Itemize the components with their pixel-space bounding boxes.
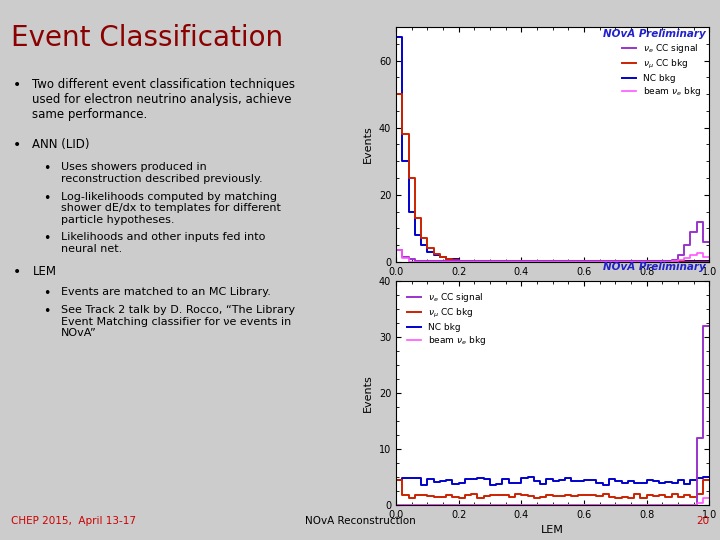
Text: See Track 2 talk by D. Rocco, “The Library
Event Matching classifier for νe even: See Track 2 talk by D. Rocco, “The Libra… — [61, 305, 295, 338]
Text: ANN (LID): ANN (LID) — [32, 138, 90, 151]
Legend: $\nu_e$ CC signal, $\nu_\mu$ CC bkg, NC bkg, beam $\nu_e$ bkg: $\nu_e$ CC signal, $\nu_\mu$ CC bkg, NC … — [404, 288, 490, 351]
Text: Event Classification: Event Classification — [11, 24, 283, 52]
Y-axis label: Events: Events — [363, 374, 373, 411]
Text: NOvA Reconstruction: NOvA Reconstruction — [305, 516, 415, 526]
X-axis label: ANN: ANN — [541, 282, 564, 292]
Text: Events are matched to an MC Library.: Events are matched to an MC Library. — [61, 287, 271, 298]
X-axis label: LEM: LEM — [541, 525, 564, 535]
Text: Uses showers produced in
reconstruction described previously.: Uses showers produced in reconstruction … — [61, 162, 263, 184]
Text: Likelihoods and other inputs fed into
neural net.: Likelihoods and other inputs fed into ne… — [61, 232, 266, 254]
Text: •: • — [13, 265, 21, 279]
Text: LEM: LEM — [32, 265, 56, 278]
Text: NOvA Preliminary: NOvA Preliminary — [603, 29, 706, 39]
Y-axis label: Events: Events — [363, 126, 373, 163]
Text: Log-likelihoods computed by matching
shower dE/dx to templates for different
par: Log-likelihoods computed by matching sho… — [61, 192, 281, 225]
Text: •: • — [13, 78, 21, 92]
Text: 20: 20 — [696, 516, 709, 526]
Text: •: • — [43, 162, 50, 175]
Text: CHEP 2015,  April 13-17: CHEP 2015, April 13-17 — [11, 516, 136, 526]
Text: NOvA Preliminary: NOvA Preliminary — [603, 262, 706, 272]
Text: •: • — [43, 287, 50, 300]
Legend: $\nu_e$ CC signal, $\nu_\mu$ CC bkg, NC bkg, beam $\nu_e$ bkg: $\nu_e$ CC signal, $\nu_\mu$ CC bkg, NC … — [618, 38, 705, 102]
Text: •: • — [43, 192, 50, 205]
Text: •: • — [13, 138, 21, 152]
Text: •: • — [43, 305, 50, 318]
Text: Two different event classification techniques
used for electron neutrino analysi: Two different event classification techn… — [32, 78, 295, 122]
Text: •: • — [43, 232, 50, 245]
